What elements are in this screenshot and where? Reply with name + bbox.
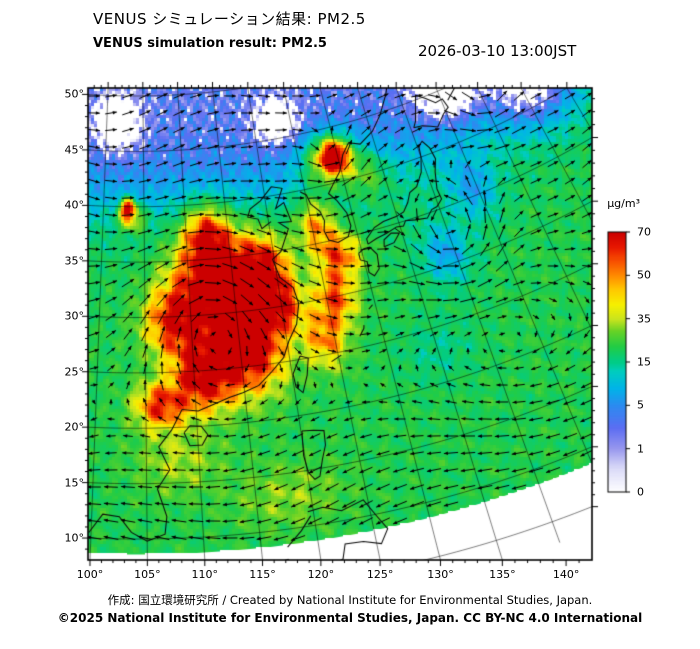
- lon-tick-label: 120°: [307, 568, 335, 581]
- footer-copyright: ©2025 National Institute for Environment…: [57, 611, 643, 625]
- legend-tick-label: 15: [637, 355, 651, 369]
- legend-unit-label: µg/m³: [607, 197, 640, 210]
- legend-tick-label: 1: [637, 442, 644, 456]
- legend-tick-label: 5: [637, 398, 644, 412]
- lat-tick-label: 35°: [64, 254, 85, 268]
- lat-tick-label: 25°: [64, 365, 85, 379]
- valid-datetime: 2026-03-10 13:00JST: [418, 42, 577, 60]
- lon-tick-label: 135°: [489, 568, 516, 581]
- lat-tick-label: 45°: [64, 143, 85, 157]
- legend-tick-label: 0: [637, 485, 644, 499]
- lon-tick-label: 110°: [191, 568, 219, 581]
- title-english: VENUS simulation result: PM2.5: [93, 36, 327, 51]
- lon-tick-label: 125°: [366, 568, 394, 581]
- lon-tick-label: 115°: [249, 568, 276, 581]
- lat-tick-label: 15°: [64, 476, 85, 490]
- title-japanese: VENUS シミュレーション結果: PM2.5: [93, 10, 366, 28]
- lat-tick-label: 50°: [64, 87, 85, 101]
- lon-tick-label: 100°: [76, 568, 104, 581]
- lon-tick-label: 140°: [552, 568, 580, 581]
- lat-tick-label: 40°: [64, 198, 85, 212]
- lon-tick-label: 105°: [134, 568, 161, 581]
- lat-tick-label: 10°: [64, 531, 85, 545]
- lat-tick-label: 30°: [64, 309, 85, 323]
- lon-tick-label: 130°: [427, 568, 454, 581]
- legend-tick-label: 35: [637, 312, 651, 326]
- legend-tick-label: 70: [637, 225, 651, 239]
- legend-tick-label: 50: [637, 268, 651, 282]
- lat-tick-label: 20°: [64, 420, 85, 434]
- footer-credit: 作成: 国立環境研究所 / Created by National Instit…: [107, 593, 593, 607]
